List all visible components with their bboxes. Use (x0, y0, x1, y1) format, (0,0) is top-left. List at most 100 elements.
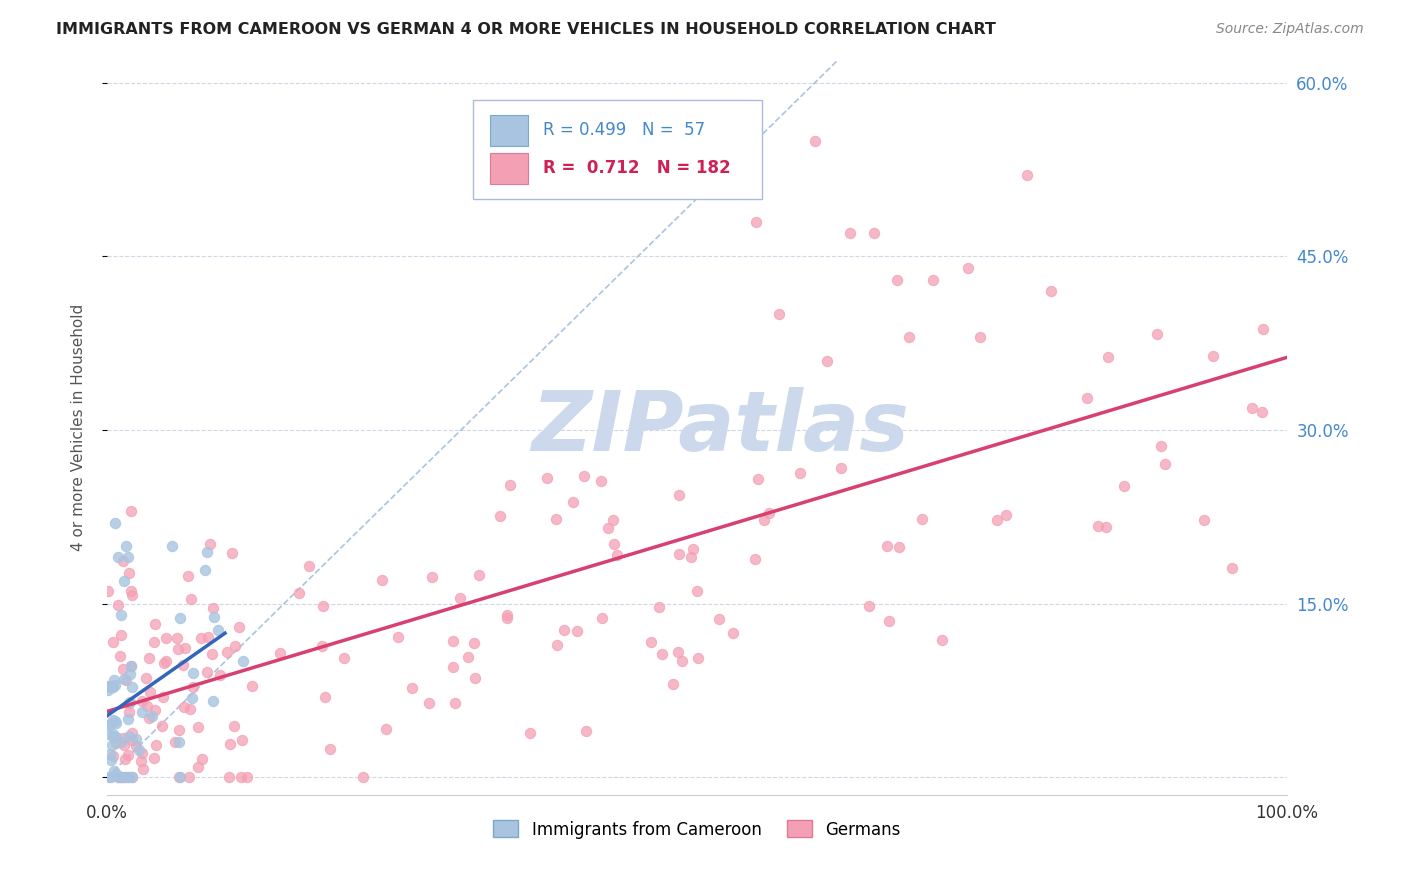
Point (169, 770, 191, 784)
Point (101, 713, 124, 727)
Point (862, 226, 884, 240)
Point (167, 770, 190, 784)
Point (686, 584, 709, 599)
Point (187, 720, 209, 734)
Point (651, 648, 673, 662)
Point (138, 711, 160, 725)
Point (118, 566, 141, 581)
Point (97, 727, 120, 741)
Point (110, 628, 132, 642)
Point (104, 714, 127, 728)
Point (143, 635, 166, 649)
Point (107, 550, 129, 565)
Point (215, 645, 238, 659)
Point (104, 715, 127, 730)
Point (240, 679, 263, 693)
Point (111, 770, 134, 784)
Point (166, 632, 188, 646)
Point (110, 770, 132, 784)
Text: ZIPatlas: ZIPatlas (531, 386, 910, 467)
FancyBboxPatch shape (491, 115, 529, 145)
Point (180, 591, 202, 606)
Point (152, 690, 174, 705)
Point (112, 673, 135, 687)
Point (910, 512, 932, 526)
Text: R = 0.499   N =  57: R = 0.499 N = 57 (544, 121, 706, 139)
Point (104, 516, 127, 530)
Point (536, 471, 558, 485)
Point (201, 694, 224, 708)
Point (169, 610, 191, 624)
Point (107, 770, 129, 784)
Point (121, 680, 143, 694)
Y-axis label: 4 or more Vehicles in Household: 4 or more Vehicles in Household (72, 303, 86, 550)
Point (118, 730, 141, 744)
Point (401, 681, 423, 695)
Point (921, 272, 943, 286)
Point (496, 610, 519, 624)
Point (603, 537, 626, 551)
Point (371, 574, 394, 588)
Point (117, 712, 139, 726)
Point (499, 477, 522, 491)
Point (1220, 561, 1243, 575)
Point (172, 658, 194, 673)
Point (111, 731, 134, 746)
Point (839, 226, 862, 240)
Point (387, 630, 409, 644)
Point (104, 730, 127, 744)
Point (224, 719, 246, 733)
Point (957, 260, 980, 275)
Point (120, 695, 142, 709)
Point (179, 701, 201, 715)
Point (1192, 513, 1215, 527)
Point (160, 539, 183, 553)
Point (269, 646, 291, 660)
Point (744, 552, 766, 566)
Point (662, 676, 685, 690)
Point (128, 742, 150, 756)
Point (830, 460, 852, 475)
Point (420, 570, 443, 584)
Point (173, 700, 195, 714)
Point (125, 731, 148, 746)
Point (115, 539, 138, 553)
Point (209, 668, 232, 682)
Point (721, 626, 744, 640)
Point (682, 542, 704, 557)
Point (758, 506, 780, 520)
Point (1240, 401, 1263, 415)
Point (221, 546, 243, 560)
Point (195, 665, 218, 679)
Point (117, 550, 139, 565)
Point (602, 514, 624, 528)
Point (131, 706, 153, 720)
Point (117, 748, 139, 763)
Point (202, 610, 225, 624)
Point (876, 539, 898, 553)
Point (117, 770, 139, 784)
Point (589, 474, 612, 488)
Point (100, 753, 122, 767)
FancyBboxPatch shape (491, 153, 529, 184)
Point (105, 767, 128, 781)
Point (101, 680, 124, 694)
Point (97, 680, 120, 694)
Point (591, 611, 613, 625)
Point (120, 659, 142, 673)
Point (121, 726, 143, 740)
Point (101, 727, 124, 741)
Point (120, 666, 142, 681)
Point (1017, 169, 1039, 183)
Point (219, 737, 242, 751)
Point (224, 639, 246, 653)
Point (449, 591, 471, 606)
Point (463, 635, 485, 649)
Point (100, 739, 122, 753)
Point (112, 663, 135, 677)
Point (101, 681, 124, 695)
Point (110, 608, 132, 623)
Point (231, 733, 253, 747)
Point (931, 633, 953, 648)
Point (120, 658, 142, 673)
